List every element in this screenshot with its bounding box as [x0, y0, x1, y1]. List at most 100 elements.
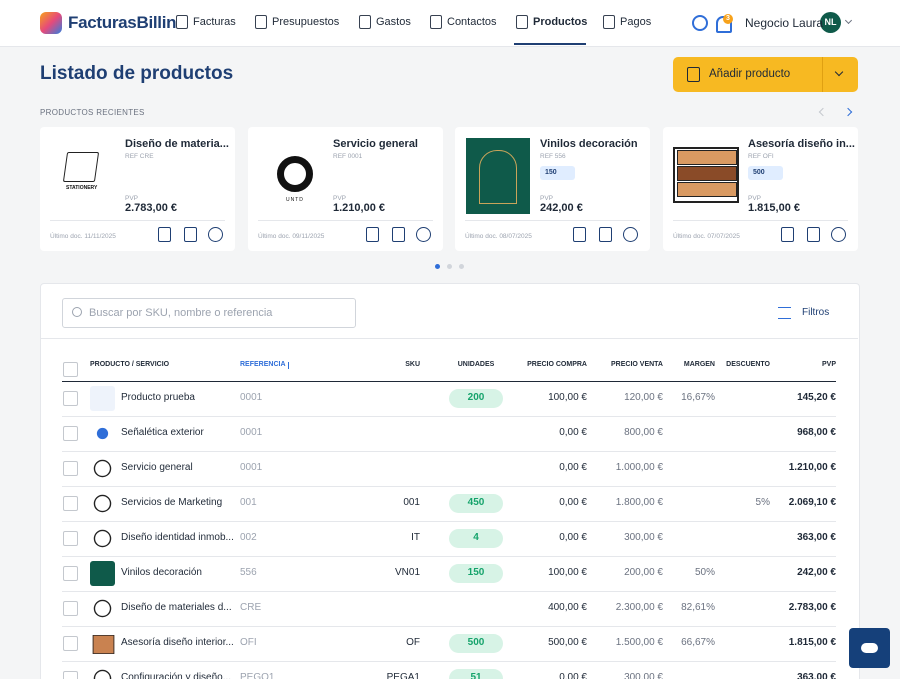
sort-arrow [288, 362, 289, 369]
column-header: PRECIO VENTA [611, 361, 663, 368]
card-action[interactable] [831, 227, 846, 242]
row-checkbox[interactable] [63, 636, 78, 651]
units: 51 [470, 672, 482, 679]
card-ref: REF CRE [125, 153, 154, 160]
nav-item[interactable]: Contactos [447, 16, 497, 28]
card-action[interactable] [416, 227, 431, 242]
card-action[interactable] [392, 227, 405, 242]
card-pvp-label: PVP [333, 195, 347, 202]
row-checkbox[interactable] [63, 531, 78, 546]
row-checkbox[interactable] [63, 671, 78, 679]
next-arrow[interactable] [843, 107, 853, 117]
pager-dot[interactable] [435, 264, 440, 269]
header-checkbox[interactable] [63, 362, 78, 377]
card-action[interactable] [623, 227, 638, 242]
purchase-price: 100,00 € [548, 567, 587, 578]
units-pill [449, 564, 503, 583]
nav-icon[interactable] [603, 15, 615, 29]
search-box[interactable] [62, 298, 356, 328]
header-rule [62, 381, 836, 382]
card-units: 500 [753, 169, 765, 176]
card-action[interactable] [599, 227, 612, 242]
row-thumbnail [93, 529, 112, 548]
product-name[interactable]: Diseño identidad inmob... [121, 532, 234, 543]
row-checkbox[interactable] [63, 426, 78, 441]
card-logo-text: STATIONERY [66, 185, 98, 191]
card-action[interactable] [366, 227, 379, 242]
top-bar [0, 0, 900, 47]
row-thumbnail [96, 427, 109, 440]
nav-item[interactable]: Pagos [620, 16, 652, 28]
product-name[interactable]: Producto prueba [121, 392, 195, 403]
nav-item[interactable]: Presupuestos [272, 16, 340, 28]
row-thumbnail [93, 669, 112, 679]
card-action[interactable] [184, 227, 197, 242]
user-name[interactable]: Negocio Laura [745, 16, 824, 30]
product-name[interactable]: Configuración y diseño... [121, 672, 232, 679]
avatar[interactable] [820, 12, 841, 33]
sale-price: 120,00 € [624, 392, 663, 403]
filters-button[interactable]: Filtros [802, 307, 830, 318]
reference: OFI [240, 637, 257, 648]
nav-icon[interactable] [255, 15, 267, 29]
sku: IT [411, 532, 420, 543]
support-icon[interactable] [692, 15, 708, 31]
product-name[interactable]: Servicios de Marketing [121, 497, 223, 508]
product-name[interactable]: Señalética exterior [121, 427, 204, 438]
nav-icon[interactable] [430, 15, 442, 29]
nav-icon[interactable] [516, 15, 528, 29]
sku: OF [406, 637, 420, 648]
nav-item[interactable]: Facturas [193, 16, 236, 28]
row-checkbox[interactable] [63, 601, 78, 616]
filter-icon[interactable] [778, 307, 791, 319]
row-divider [62, 486, 836, 487]
product-name[interactable]: Servicio general [121, 462, 193, 473]
pager-dot[interactable] [447, 264, 452, 269]
margin: 16,67% [681, 392, 715, 403]
card-action[interactable] [208, 227, 223, 242]
product-name[interactable]: Vinilos decoración [121, 567, 202, 578]
sale-price: 1.800,00 € [615, 497, 663, 508]
row-thumbnail [90, 386, 115, 411]
sale-price: 300,00 € [624, 532, 663, 543]
row-checkbox[interactable] [63, 496, 78, 511]
sale-price: 200,00 € [624, 567, 663, 578]
row-checkbox[interactable] [63, 461, 78, 476]
purchase-price: 0,00 € [559, 672, 587, 679]
card-action[interactable] [807, 227, 820, 242]
search-icon [72, 307, 82, 317]
card-pvp-label: PVP [748, 195, 762, 202]
product-name[interactable]: Diseño de materiales d... [121, 602, 232, 613]
row-checkbox[interactable] [63, 566, 78, 581]
product-card[interactable] [248, 127, 443, 251]
add-button-label[interactable]: Añadir producto [709, 68, 791, 80]
card-last-doc: Último doc. 11/11/2025 [50, 233, 116, 240]
nav-icon[interactable] [176, 15, 188, 29]
margin: 82,61% [681, 602, 715, 613]
prev-arrow[interactable] [818, 107, 828, 117]
reference: CRE [240, 602, 262, 613]
card-action[interactable] [573, 227, 586, 242]
card-action[interactable] [158, 227, 171, 242]
row-checkbox[interactable] [63, 391, 78, 406]
column-header: PRECIO COMPRA [527, 361, 587, 368]
card-action[interactable] [781, 227, 794, 242]
pager-dot[interactable] [459, 264, 464, 269]
nav-item[interactable]: Productos [533, 16, 588, 28]
card-image [277, 156, 313, 192]
pvp: 145,20 € [797, 392, 836, 403]
row-divider [62, 451, 836, 452]
product-name[interactable]: Asesoría diseño interior... [121, 637, 234, 648]
row-divider [62, 626, 836, 627]
table-panel [40, 283, 860, 679]
notification-badge [723, 14, 733, 24]
nav-icon[interactable] [359, 15, 371, 29]
column-header[interactable]: REFERENCIA [240, 361, 286, 368]
nav-item[interactable]: Gastos [376, 16, 411, 28]
add-button[interactable] [673, 57, 858, 92]
product-card[interactable] [40, 127, 235, 251]
units-pill [449, 389, 503, 408]
card-name: Servicio general [333, 138, 418, 150]
column-header: DESCUENTO [726, 361, 770, 368]
